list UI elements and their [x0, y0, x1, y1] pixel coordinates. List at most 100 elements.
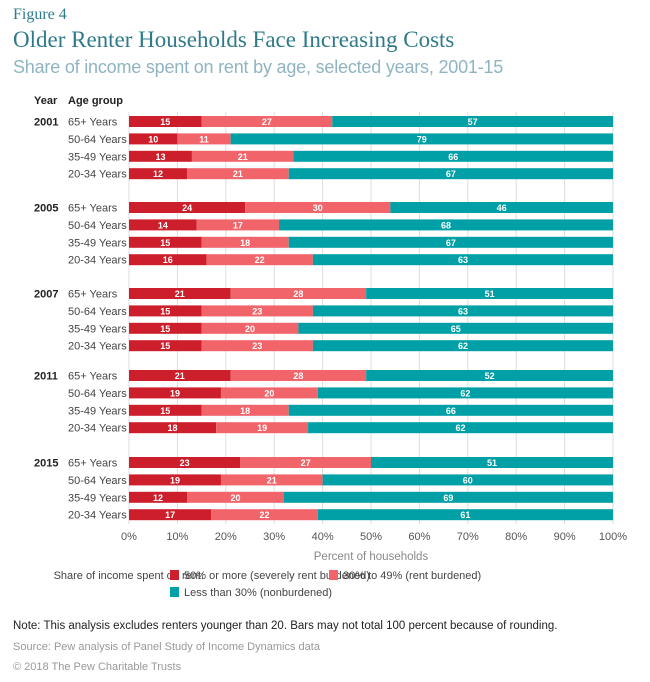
data-label: 10 — [148, 134, 158, 144]
bar-segment-severe — [129, 288, 231, 299]
data-label: 21 — [233, 169, 243, 179]
data-label: 20 — [230, 493, 240, 503]
data-label: 20 — [245, 324, 255, 334]
data-label: 62 — [456, 423, 466, 433]
x-axis: 0% 10% 20% 30% 40% 50% 60% 70% 80% 90% 100% Percent… — [121, 531, 627, 563]
x-tick-label: 0% — [121, 531, 137, 543]
bar-segment-severe — [129, 116, 202, 127]
bar-segment-nonburdened — [312, 305, 613, 317]
bar-segment-severe — [129, 322, 202, 334]
legend-label: 50% or more (severely rent burdened) — [184, 570, 370, 582]
x-tick-label: 60% — [408, 531, 430, 543]
data-label: 51 — [487, 458, 497, 468]
data-label: 22 — [260, 510, 270, 520]
legend-swatch — [329, 570, 338, 580]
data-label: 16 — [163, 255, 173, 265]
bar-segment-burdened — [177, 133, 231, 145]
legend-label: 30% to 49% (rent burdened) — [343, 570, 481, 582]
bar-segment-severe — [129, 236, 202, 248]
data-label: 23 — [180, 458, 190, 468]
bar-segment-burdened — [187, 491, 284, 503]
legend-item-nonburdened: Less than 30% (nonburdened) — [170, 587, 332, 599]
data-label: 15 — [160, 306, 170, 316]
data-label: 67 — [446, 238, 456, 248]
bar-segment-severe — [129, 219, 197, 231]
data-label: 15 — [160, 117, 170, 127]
data-label: 18 — [240, 238, 250, 248]
bar-segment-severe — [129, 370, 231, 381]
data-label: 18 — [240, 406, 250, 416]
x-tick-label: 20% — [215, 531, 237, 543]
bar-segment-nonburdened — [298, 322, 613, 334]
data-label: 19 — [170, 388, 180, 398]
x-tick-label: 10% — [166, 531, 188, 543]
legend-item-burdened: 30% to 49% (rent burdened) — [329, 570, 481, 582]
bar-segment-severe — [129, 340, 202, 352]
x-axis-label: Percent of households — [314, 551, 429, 563]
bar-segment-burdened — [201, 404, 289, 416]
data-label: 27 — [262, 117, 272, 127]
bar-segment-nonburdened — [279, 219, 613, 231]
age-label: 35-49 Years — [68, 323, 127, 335]
age-label: 35-49 Years — [68, 492, 127, 504]
data-label: 14 — [158, 220, 168, 230]
bar-segment-severe — [129, 474, 221, 486]
bar-segment-severe — [129, 254, 207, 266]
data-label: 52 — [485, 371, 495, 381]
legend-title: Share of income spent on rent: — [54, 570, 204, 582]
source-text: Source: Pew analysis of Panel Study of I… — [13, 641, 320, 653]
data-label: 62 — [458, 341, 468, 351]
data-label: 19 — [170, 475, 180, 485]
year-group-2015: 2015 65+ Years 23 27 51 50-64 Years 19 21 60 35-4… — [34, 457, 613, 522]
bar-segment-nonburdened — [366, 370, 613, 381]
age-label: 65+ Years — [68, 203, 118, 215]
data-label: 69 — [443, 493, 453, 503]
header-year: Year — [34, 95, 58, 107]
data-label: 66 — [446, 406, 456, 416]
data-label: 17 — [165, 510, 175, 520]
bar-segment-nonburdened — [288, 404, 613, 416]
data-label: 63 — [458, 306, 468, 316]
age-label: 20-34 Years — [68, 169, 127, 181]
bar-segment-burdened — [187, 168, 289, 180]
bar-segment-severe — [129, 133, 178, 145]
data-label: 60 — [463, 475, 473, 485]
data-label: 15 — [160, 406, 170, 416]
year-label: 2011 — [34, 371, 58, 383]
age-label: 20-34 Years — [68, 510, 127, 522]
x-tick-label: 90% — [554, 531, 576, 543]
data-label: 21 — [175, 371, 185, 381]
bar-segment-severe — [129, 457, 241, 468]
year-group-2011: 2011 65+ Years 21 28 52 50-64 Years 19 20 62 35-4… — [34, 370, 613, 435]
copyright-text: © 2018 The Pew Charitable Trusts — [13, 661, 182, 673]
data-label: 15 — [160, 238, 170, 248]
chart-title: Older Renter Households Face Increasing … — [13, 27, 455, 52]
data-label: 28 — [293, 371, 303, 381]
data-label: 46 — [497, 203, 507, 213]
data-label: 79 — [417, 134, 427, 144]
bar-segment-burdened — [201, 340, 313, 352]
age-label: 35-49 Years — [68, 405, 127, 417]
bar-segment-nonburdened — [317, 509, 613, 521]
bar-segment-burdened — [240, 457, 371, 468]
data-label: 51 — [485, 289, 495, 299]
bar-segment-severe — [129, 168, 188, 180]
age-label: 50-64 Years — [68, 475, 127, 487]
data-label: 23 — [252, 306, 262, 316]
data-label: 12 — [153, 493, 163, 503]
data-label: 21 — [267, 475, 277, 485]
data-label: 30 — [313, 203, 323, 213]
data-label: 65 — [451, 324, 461, 334]
bar-segment-severe — [129, 387, 221, 399]
bar-segment-nonburdened — [390, 202, 613, 213]
bar-segment-burdened — [216, 422, 309, 434]
year-label: 2007 — [34, 289, 58, 301]
data-label: 61 — [460, 510, 470, 520]
age-label: 50-64 Years — [68, 388, 127, 400]
bar-segment-severe — [129, 202, 246, 213]
data-label: 22 — [255, 255, 265, 265]
bar-segment-nonburdened — [332, 116, 613, 127]
bars: 2001 65+ Years 15 27 57 50-64 Years 10 11 79 35-4… — [34, 116, 613, 522]
year-label: 2015 — [34, 458, 58, 470]
gridlines — [128, 112, 614, 524]
